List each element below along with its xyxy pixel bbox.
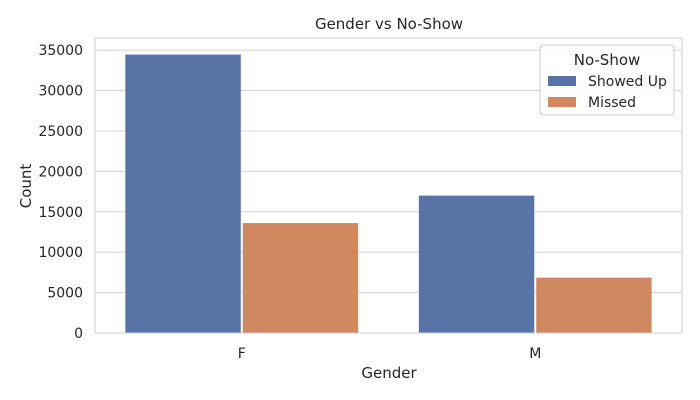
y-tick-label: 35000 (38, 43, 83, 59)
y-axis-ticks: 0 5000 10000 15000 20000 25000 30000 35000 (38, 43, 83, 342)
legend: No-Show Showed Up Missed (539, 44, 675, 116)
y-axis-title: Count (17, 164, 35, 209)
y-tick-label: 5000 (47, 286, 83, 302)
y-tick-label: 15000 (38, 205, 83, 221)
legend-swatch (548, 97, 576, 107)
legend-label: Missed (588, 95, 636, 111)
legend-label: Showed Up (588, 74, 667, 90)
x-axis-title: Gender (361, 364, 417, 382)
y-tick-label: 10000 (38, 245, 83, 261)
x-tick-label: F (238, 346, 246, 362)
bars (125, 54, 652, 334)
x-tick-label: M (529, 346, 541, 362)
bar-showed-up-f (125, 54, 241, 334)
y-tick-label: 0 (74, 326, 83, 342)
bar-missed-f (242, 223, 359, 333)
y-tick-label: 20000 (38, 164, 83, 180)
bar-missed-m (536, 277, 652, 333)
bar-showed-up-m (418, 195, 535, 333)
legend-swatch (548, 76, 576, 86)
y-tick-label: 30000 (38, 84, 83, 100)
plot-frame (94, 37, 683, 334)
legend-title: No-Show (574, 51, 641, 69)
chart-title: Gender vs No-Show (315, 15, 463, 33)
y-tick-label: 25000 (38, 124, 83, 140)
